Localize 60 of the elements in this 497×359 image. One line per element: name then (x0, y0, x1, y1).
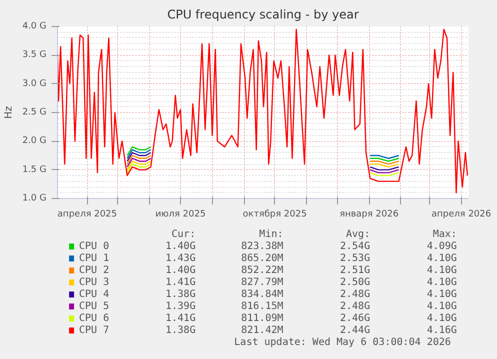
text: Cur: (172, 229, 196, 240)
text: 4.10G (426, 277, 457, 288)
y-axis-title: Hz (3, 106, 14, 119)
y-tick-label: 2.0 G (22, 136, 47, 146)
text: 821.42M (241, 325, 284, 336)
text: 4.10G (426, 253, 457, 264)
text: 2.44G (340, 325, 370, 336)
text: 823.38M (241, 241, 284, 252)
y-tick-label: 3.5 G (22, 50, 47, 60)
text: 4.10G (426, 301, 457, 312)
x-tick-label: октября 2025 (242, 210, 307, 220)
text: 4.09G (426, 241, 457, 252)
text: 852.22M (241, 265, 284, 276)
text: 834.84M (241, 289, 284, 300)
text: 4.10G (426, 289, 457, 300)
text: 1.38G (166, 289, 196, 300)
text: 2.51G (340, 265, 370, 276)
legend-label: CPU 4 (79, 289, 110, 300)
y-tick-label: 1.5 G (22, 164, 47, 175)
text: 2.53G (340, 253, 370, 264)
text: 1.39G (166, 301, 196, 312)
text: 1.38G (166, 325, 196, 336)
legend-label: CPU 2 (79, 265, 110, 276)
y-tick-label: 4.0 G (22, 22, 47, 32)
legend-label: CPU 0 (79, 241, 110, 252)
x-tick-label: апреля 2026 (432, 210, 492, 220)
text: Min: (259, 229, 284, 240)
text: 2.46G (340, 313, 370, 324)
text: 816.15M (241, 301, 284, 312)
text: Max: (432, 229, 457, 240)
legend-label: CPU 1 (79, 253, 110, 264)
text: 827.79M (241, 277, 284, 288)
legend-label: CPU 6 (79, 313, 110, 324)
text: 1.41G (166, 313, 196, 324)
text: 1.40G (166, 241, 196, 252)
line-series (58, 28, 468, 194)
text: 2.48G (340, 289, 370, 300)
text: 2.48G (340, 301, 370, 312)
chart-title: CPU frequency scaling - by year (167, 8, 359, 22)
legend-label: CPU 5 (79, 301, 110, 312)
x-tick-label: июля 2025 (155, 210, 206, 220)
text: 2.54G (340, 241, 370, 252)
x-tick-label: апреля 2025 (57, 210, 118, 220)
text: 4.10G (426, 313, 457, 324)
text: 2.50G (340, 277, 370, 288)
text: 1.41G (166, 277, 196, 288)
text: 1.40G (166, 265, 196, 276)
text: Avg: (346, 229, 370, 240)
text: 4.10G (426, 265, 457, 276)
x-tick-label: января 2026 (340, 210, 399, 220)
y-tick-label: 2.5 G (22, 108, 47, 118)
text: 1.43G (166, 253, 196, 264)
y-tick-label: 3.0 G (22, 78, 47, 89)
text: 4.16G (426, 325, 457, 336)
legend-label: CPU 7 (79, 325, 110, 336)
legend-label: CPU 3 (79, 277, 110, 288)
text: 865.20M (241, 253, 284, 264)
text: Last update: Wed May 6 03:00:04 2026 (234, 337, 451, 348)
text: 811.09M (241, 313, 284, 324)
y-tick-label: 1.0 G (22, 194, 47, 204)
